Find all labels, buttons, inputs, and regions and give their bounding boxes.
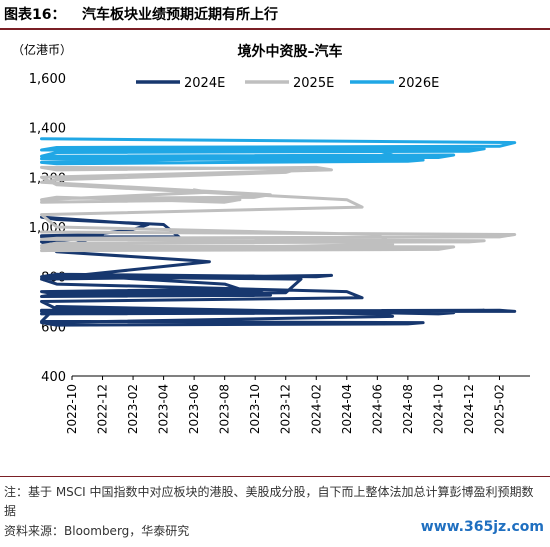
x-tick-label: 2023-08 (218, 384, 232, 434)
x-tick-label: 2024-10 (431, 384, 445, 434)
x-tick-label: 2023-04 (157, 384, 171, 434)
legend-label-2025E: 2025E (293, 76, 334, 91)
y-tick-label: 1,400 (29, 122, 66, 137)
line-chart: 境外中资股–汽车 （亿港币） 2024E 2025E 2026E 400600800… (12, 42, 530, 434)
x-tick-label: 2023-02 (126, 384, 140, 434)
figure-header: 图表16： 汽车板块业绩预期近期有所上行 (0, 0, 550, 30)
x-tick-label: 2023-10 (248, 384, 262, 434)
figure-label: 图表16： (4, 7, 66, 23)
x-axis-ticks: 2022-10 2022-12 2023-02 2023-04 2023-06 2023-… (65, 376, 506, 434)
x-tick-label: 2024-08 (401, 384, 415, 434)
x-tick-label: 2022-10 (65, 384, 79, 434)
series-line-2026E (40, 137, 517, 166)
header-rule (0, 28, 550, 30)
legend-label-2024E: 2024E (184, 76, 225, 91)
x-tick-label: 2024-02 (309, 384, 323, 434)
chart-title: 境外中资股–汽车 (238, 43, 343, 60)
chart-note: 注：基于 MSCI 中国指数中对应板块的港股、美股成分股，自下而上整体法加总计算… (4, 485, 534, 518)
series-line-2025E (40, 165, 517, 253)
y-tick-label: 1,600 (29, 72, 66, 87)
series-lines (40, 137, 517, 327)
y-tick-label: 400 (41, 370, 66, 385)
x-tick-label: 2024-06 (370, 384, 384, 434)
footer-rule (0, 476, 550, 477)
x-tick-label: 2025-02 (492, 384, 506, 434)
site-watermark: www.365jz.com (420, 519, 544, 535)
x-tick-label: 2024-12 (462, 384, 476, 434)
y-axis-label: （亿港币） (12, 42, 72, 57)
data-source: 资料来源：Bloomberg，华泰研究 (4, 524, 190, 538)
x-tick-label: 2024-04 (340, 384, 354, 434)
x-tick-label: 2023-06 (187, 384, 201, 434)
figure-title: 汽车板块业绩预期近期有所上行 (82, 7, 278, 23)
series-line-2024E (40, 215, 517, 327)
legend-label-2026E: 2026E (398, 76, 439, 91)
x-tick-label: 2023-12 (279, 384, 293, 434)
legend: 2024E 2025E 2026E (136, 76, 439, 91)
x-tick-label: 2022-12 (96, 384, 110, 434)
